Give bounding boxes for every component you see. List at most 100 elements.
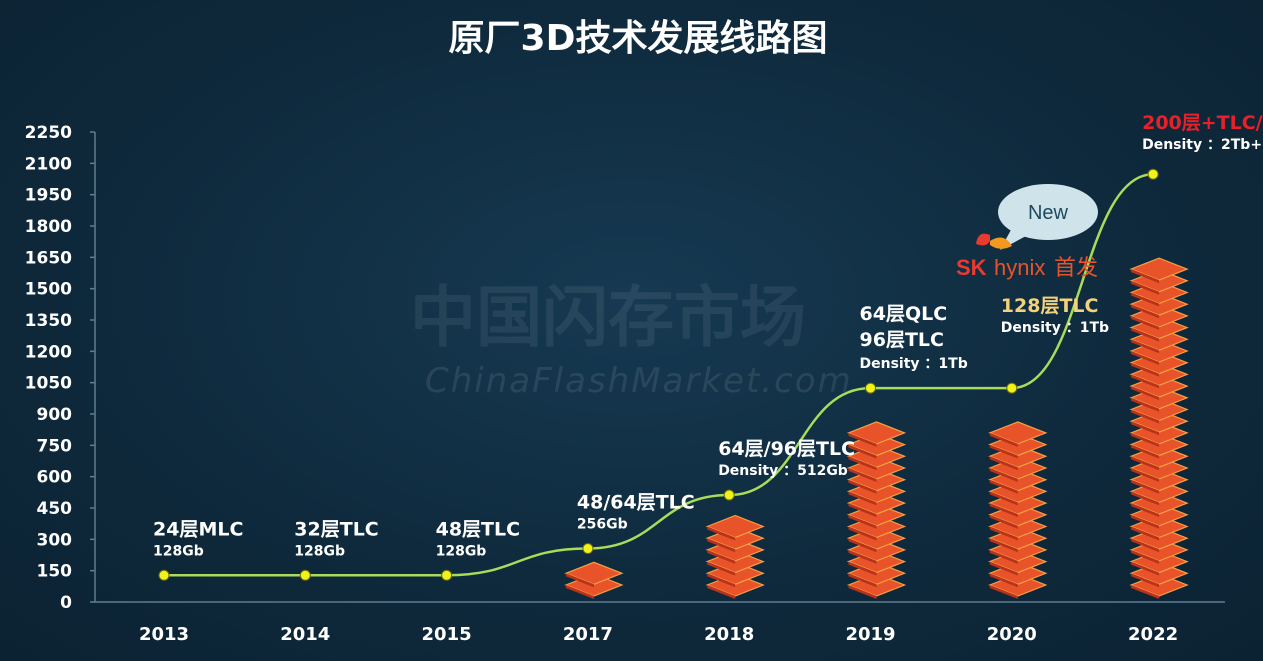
chip-layer-side bbox=[1131, 292, 1160, 307]
y-tick-label: 900 bbox=[37, 405, 73, 425]
x-tick-label: 2013 bbox=[139, 624, 189, 645]
chip-layer bbox=[1129, 257, 1189, 281]
chip-layer-side bbox=[707, 585, 736, 599]
chip-layer-side bbox=[989, 526, 1018, 541]
annotation-detail: Density ：1Tb bbox=[1001, 320, 1109, 336]
y-tick-label: 1050 bbox=[25, 374, 72, 394]
chip-layer bbox=[564, 561, 624, 585]
chip-layer-side bbox=[1131, 280, 1160, 295]
chip-layer-side bbox=[989, 491, 1018, 506]
series-line bbox=[164, 172, 1154, 577]
chip-stack bbox=[1129, 257, 1189, 599]
annotation-detail: Density ：512Gb bbox=[718, 463, 848, 479]
y-tick-label: 2100 bbox=[25, 154, 72, 174]
sk-hynix-logo: SK hynix 首发 bbox=[956, 233, 1098, 281]
sk-butterfly-icon bbox=[976, 233, 1012, 249]
y-tick-label: 150 bbox=[37, 562, 73, 582]
chip-layer-side bbox=[989, 503, 1018, 518]
data-point bbox=[865, 382, 876, 394]
x-tick-label: 2015 bbox=[422, 624, 472, 645]
chip-layer-side bbox=[989, 585, 1018, 599]
chip-layer-side bbox=[1131, 304, 1160, 319]
chip-layer-side bbox=[989, 468, 1018, 482]
annotation-title: 32层TLC bbox=[294, 518, 378, 540]
chip-layer-side bbox=[707, 538, 736, 553]
chip-layer-side bbox=[1131, 456, 1160, 471]
chip-stacks bbox=[564, 257, 1189, 599]
chip-layer-side bbox=[848, 491, 877, 506]
y-tick-label: 1350 bbox=[25, 311, 72, 331]
annotation-detail: Density ：1Tb bbox=[860, 356, 968, 372]
chip-layer-side bbox=[1131, 573, 1160, 588]
x-tick-label: 2014 bbox=[280, 624, 330, 645]
chip-layer-side bbox=[989, 432, 1018, 447]
data-point bbox=[299, 569, 311, 581]
chip-layer-side bbox=[707, 526, 736, 541]
chip-layer-side bbox=[707, 549, 736, 564]
chip-layer-side bbox=[989, 538, 1018, 553]
annotation-title: 64层/96层TLC bbox=[718, 438, 855, 460]
sk-hynix-callout: New SK hynix 首发 bbox=[956, 184, 1098, 281]
annotation-detail: 128Gb bbox=[153, 543, 204, 559]
chip-layer-side bbox=[848, 573, 877, 588]
chip-layer-side bbox=[848, 549, 877, 564]
y-tick-label: 1200 bbox=[25, 342, 72, 362]
annotation: 24层MLC 128Gb bbox=[153, 518, 243, 559]
chip-layer-side bbox=[1131, 479, 1160, 494]
chip-layer-side bbox=[1131, 549, 1160, 564]
chip-layer-side bbox=[848, 585, 877, 599]
annotation-detail: 256Gb bbox=[577, 517, 628, 533]
y-tick-label: 750 bbox=[37, 436, 73, 456]
annotation-title: 48/64层TLC bbox=[577, 492, 695, 514]
annotation: 32层TLC 128Gb bbox=[294, 518, 378, 559]
chip-layer-side bbox=[1131, 526, 1160, 541]
y-tick-label: 2250 bbox=[25, 123, 72, 143]
chip-layer-side bbox=[565, 585, 594, 599]
chip-layer-side bbox=[1131, 468, 1160, 482]
annotation-detail: Density ：2Tb+ bbox=[1142, 137, 1262, 153]
y-axis: 0 150 300 450 600 750 900 1050 1200 1350 1500 1650 1… bbox=[25, 123, 96, 613]
chip-layer-side bbox=[848, 456, 877, 471]
y-tick-label: 600 bbox=[37, 468, 73, 488]
data-point bbox=[441, 569, 453, 581]
y-tick-label: 1800 bbox=[25, 217, 72, 237]
chip-layer-side bbox=[848, 561, 877, 576]
y-tick-label: 0 bbox=[60, 593, 72, 613]
chip-layer-side bbox=[1131, 374, 1160, 389]
chip-stack bbox=[988, 421, 1048, 599]
annotation: 200层+TLC/QLC Density ：2Tb+ bbox=[1142, 112, 1263, 153]
annotation-title: 200层+TLC/QLC bbox=[1142, 112, 1263, 134]
x-tick-label: 2019 bbox=[845, 624, 895, 645]
chip-layer-side bbox=[1131, 585, 1160, 599]
chip-layer-side bbox=[1131, 327, 1160, 342]
annotation-detail: 128Gb bbox=[294, 543, 345, 559]
annotation-title-2: 96层TLC bbox=[860, 329, 944, 351]
chip-layer-side bbox=[1131, 269, 1160, 284]
chip-layer-side bbox=[989, 549, 1018, 564]
chip-layer-side bbox=[989, 573, 1018, 588]
chip-layer-side bbox=[707, 561, 736, 576]
chip-layer-side bbox=[707, 573, 736, 588]
annotation: 48层TLC 128Gb bbox=[436, 518, 520, 559]
chip-layer-side bbox=[1131, 503, 1160, 518]
annotation: 64层QLC 96层TLC Density ：1Tb bbox=[860, 303, 968, 372]
annotation-title: 64层QLC bbox=[860, 303, 948, 325]
chip-layer-side bbox=[1131, 514, 1160, 529]
first-launch-label: 首发 bbox=[1054, 256, 1098, 281]
chip-layer-side bbox=[989, 444, 1018, 459]
chip-layer-side bbox=[1131, 386, 1160, 401]
x-tick-label: 2020 bbox=[987, 624, 1037, 645]
annotation-title: 48层TLC bbox=[436, 518, 520, 540]
x-tick-label: 2022 bbox=[1128, 624, 1178, 645]
chip-layer-side bbox=[1131, 561, 1160, 576]
annotation: 64层/96层TLC Density ：512Gb bbox=[718, 438, 855, 479]
annotations: 24层MLC 128Gb 32层TLC 128Gb 48层TLC 128Gb 48/64层T… bbox=[153, 112, 1263, 559]
chip-layer-side bbox=[848, 432, 877, 447]
y-tick-label: 1500 bbox=[25, 280, 72, 300]
chip-layer-side bbox=[1131, 421, 1160, 436]
chip-layer-side bbox=[1131, 362, 1160, 377]
data-point bbox=[723, 489, 735, 501]
chip-stack bbox=[846, 421, 907, 599]
x-axis: 2013 2014 2015 2017 2018 2019 2020 2022 bbox=[95, 601, 1225, 645]
